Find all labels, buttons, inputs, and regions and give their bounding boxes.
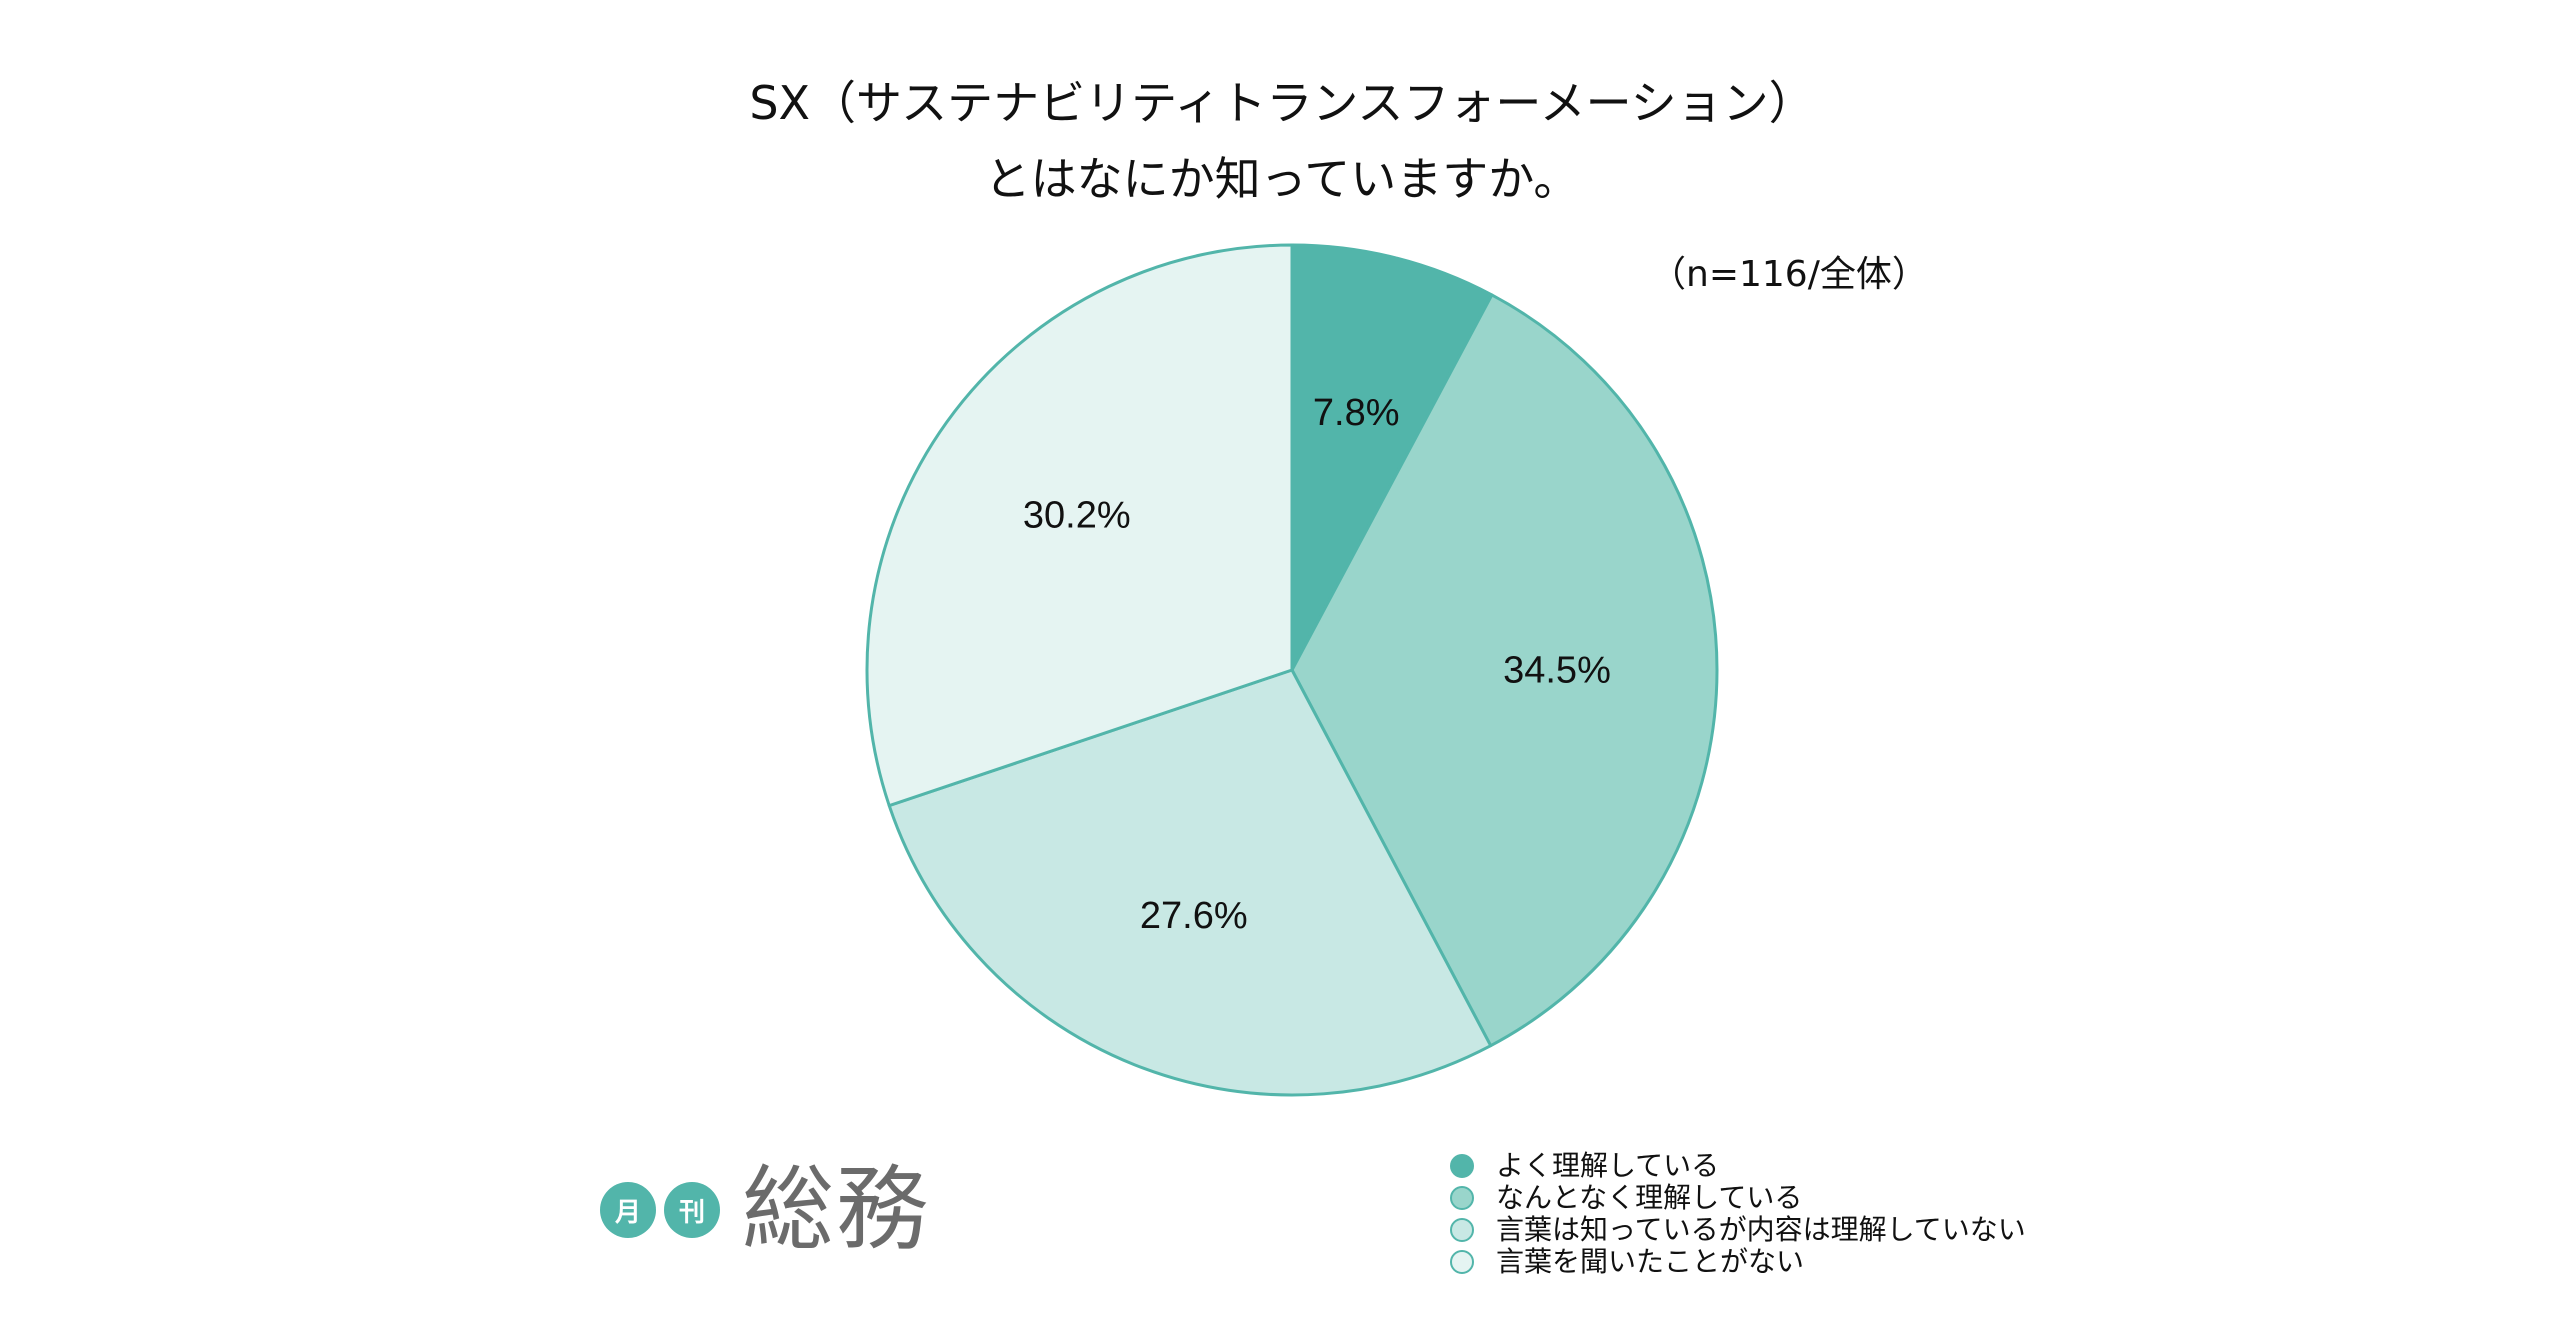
gekkan-somu-logo: 月 刊 総務 (600, 1160, 930, 1260)
legend-label: なんとなく理解している (1496, 1181, 1803, 1214)
pie-slice-labels: 7.8% 34.5% 27.6% 30.2% (1023, 392, 1611, 937)
slice-value-label: 27.6% (1140, 895, 1248, 937)
slice-value-label: 7.8% (1313, 392, 1400, 434)
slice-value-label: 30.2% (1023, 494, 1131, 536)
chart-title-line-2: とはなにか知っていますか。 (984, 152, 1580, 206)
legend-swatch (1450, 1186, 1474, 1210)
legend-label: 言葉を聞いたことがない (1496, 1245, 1805, 1278)
chart-title-line-1: SX（サステナビリティトランスフォーメーション） (749, 76, 1815, 130)
legend-label: 言葉は知っているが内容は理解していない (1496, 1213, 2026, 1246)
slice-somewhat-understand (1290, 293, 1719, 1048)
legend-label: よく理解している (1496, 1149, 1720, 1182)
legend-swatch (1450, 1218, 1474, 1242)
slice-well-understand (1290, 243, 1494, 672)
legend-item-well-understand: よく理解している (1450, 1150, 2026, 1182)
pie-slices (865, 243, 1719, 1097)
logo-badge-publication: 刊 (664, 1182, 720, 1238)
chart-legend: よく理解している なんとなく理解している 言葉は知っているが内容は理解していない… (1450, 1150, 2026, 1278)
sample-size-note: （n=116/全体） (1650, 254, 1928, 295)
logo-wordmark: 総務 (742, 1156, 931, 1263)
legend-item-know-word-only: 言葉は知っているが内容は理解していない (1450, 1214, 2026, 1246)
legend-item-somewhat-understand: なんとなく理解している (1450, 1182, 2026, 1214)
legend-item-never-heard: 言葉を聞いたことがない (1450, 1246, 2026, 1278)
slice-value-label: 34.5% (1503, 649, 1611, 691)
slice-know-word-only (887, 668, 1493, 1097)
legend-swatch (1450, 1154, 1474, 1178)
legend-swatch (1450, 1250, 1474, 1274)
logo-badge-monthly: 月 (600, 1182, 656, 1238)
slice-never-heard (865, 243, 1294, 808)
